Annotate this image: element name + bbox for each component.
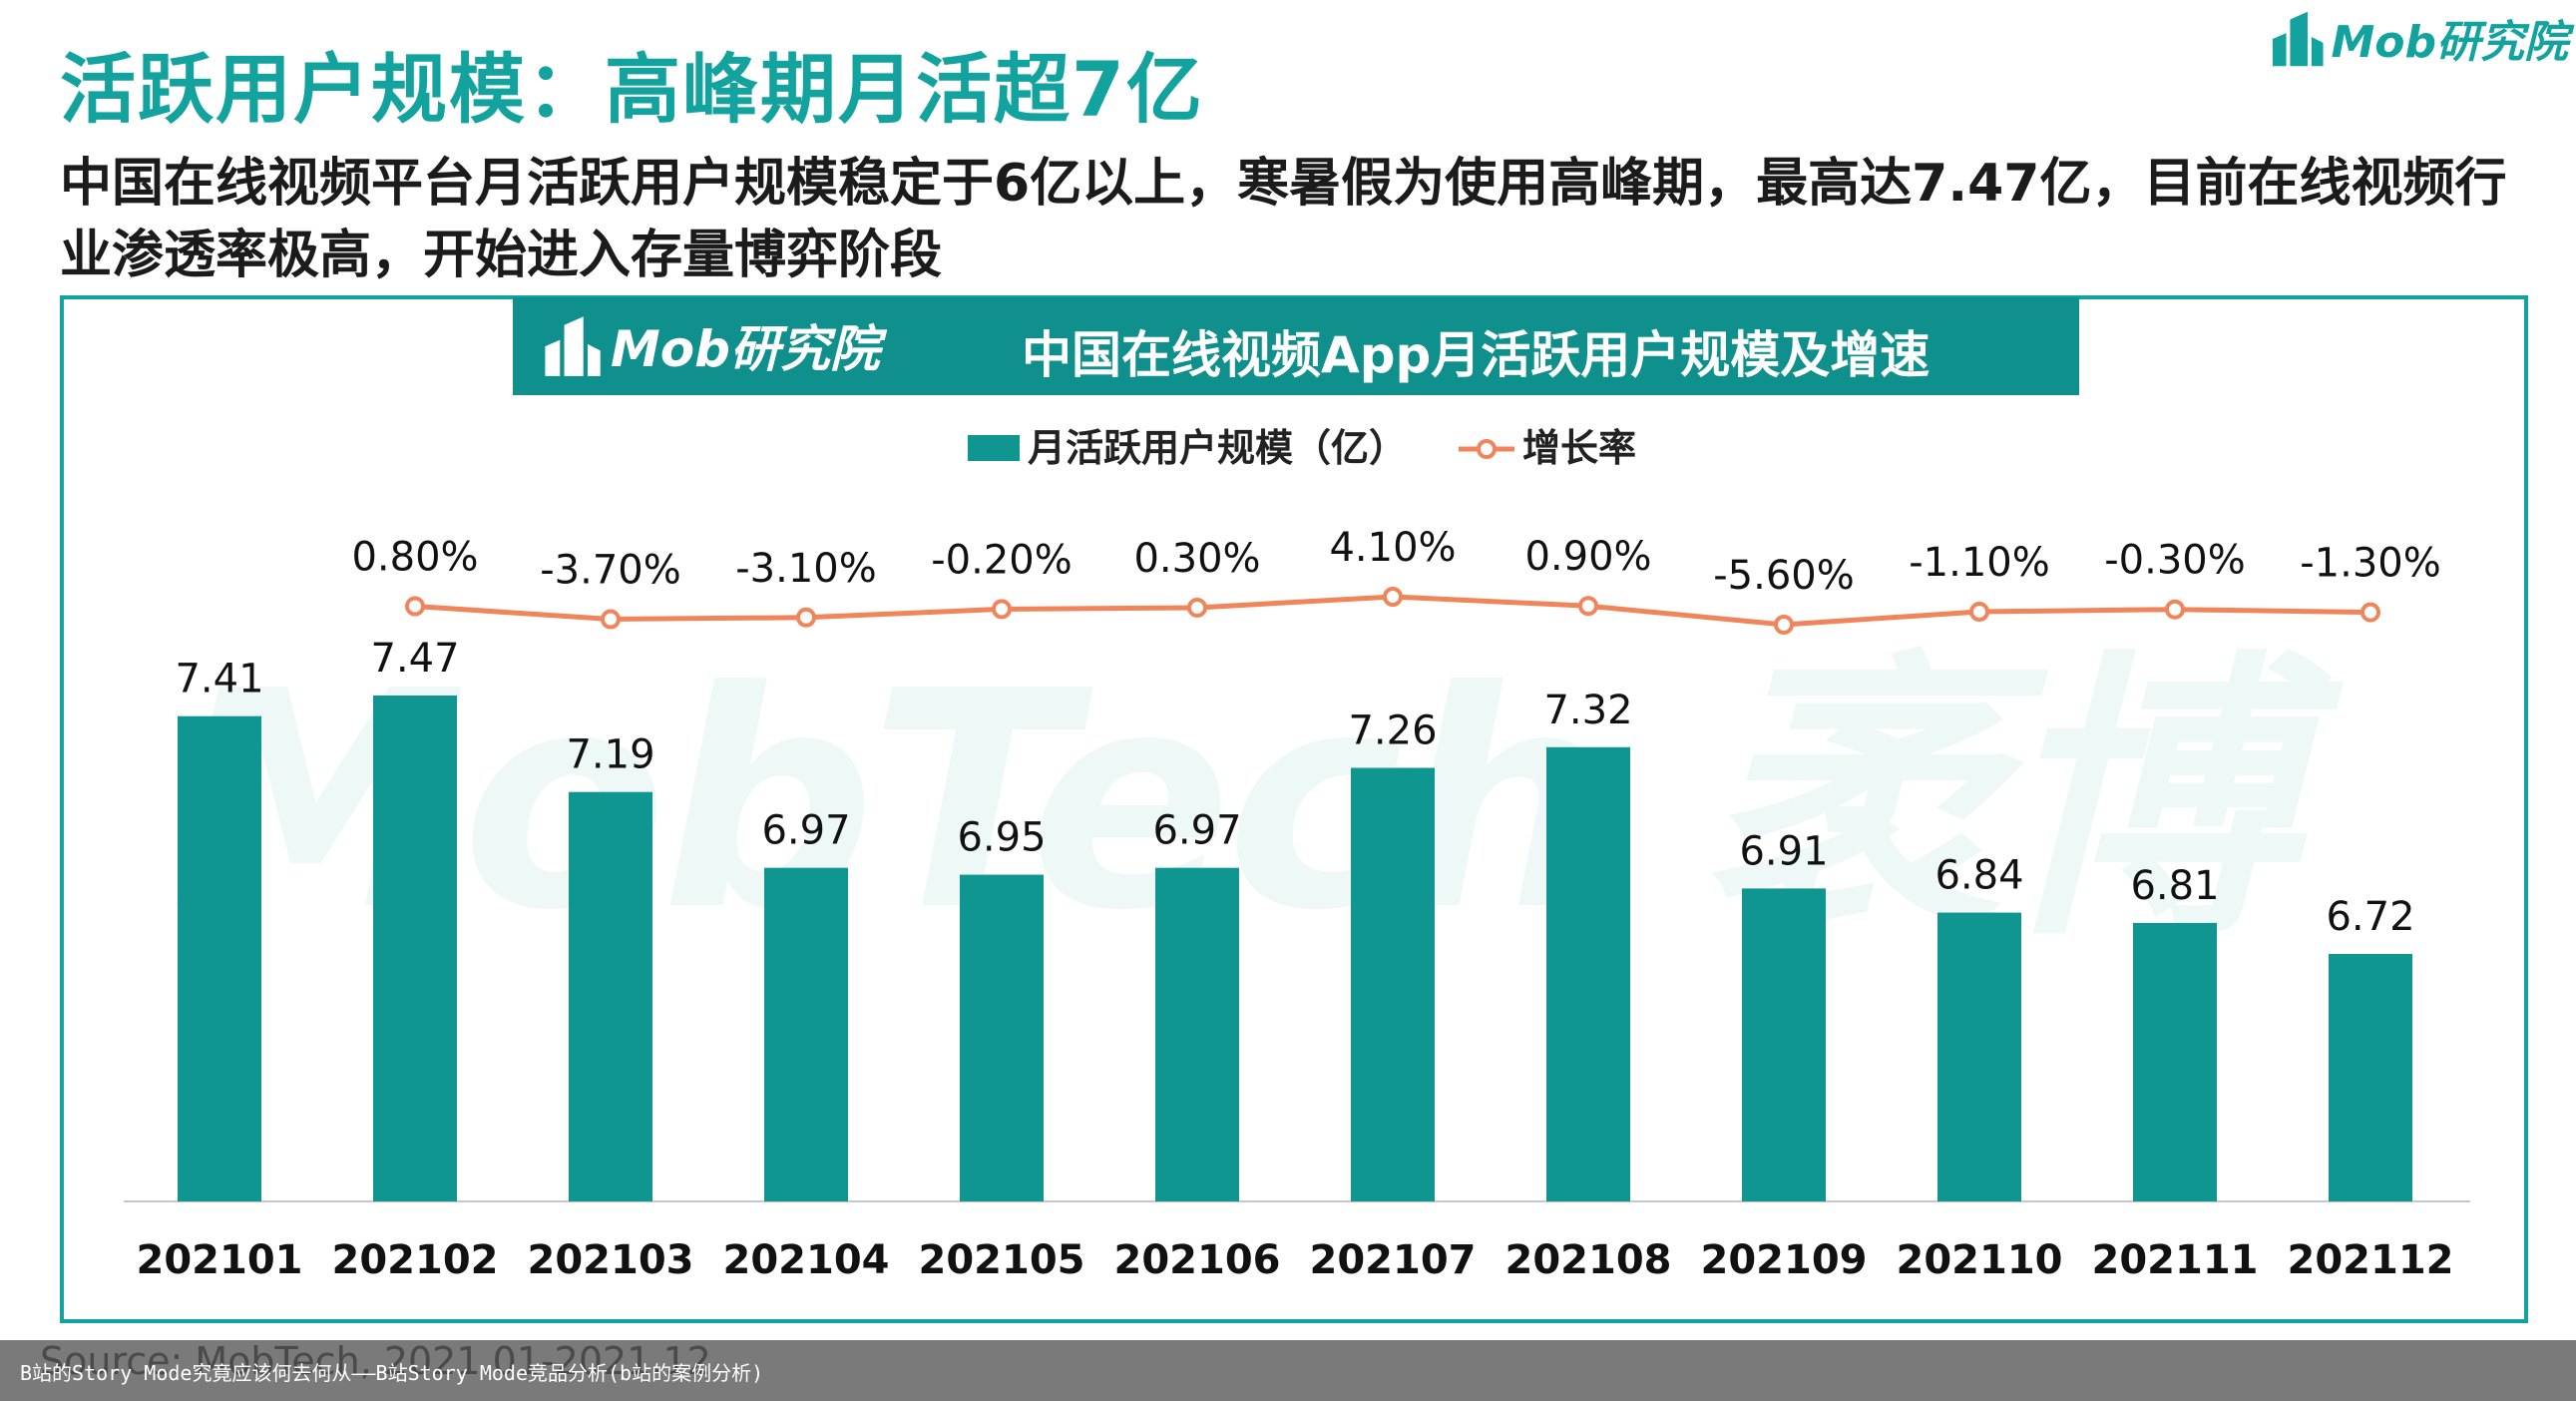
growth-rate-label: 0.30% [1133, 536, 1260, 582]
legend-line-marker [1477, 439, 1497, 459]
x-tick-label: 202109 [1701, 1237, 1868, 1283]
legend-line-label: 增长率 [1522, 426, 1636, 470]
bar-value-label: 7.19 [566, 732, 654, 778]
bar-value-label: 6.81 [2130, 863, 2219, 909]
x-tick-label: 202104 [723, 1237, 890, 1283]
growth-rate-label: 0.90% [1524, 534, 1651, 580]
bar-value-label: 7.47 [370, 636, 459, 682]
banner-logo: Mob研究院 [541, 309, 880, 381]
growth-rate-point [2165, 599, 2185, 620]
bar-202107 [1351, 767, 1435, 1201]
growth-rate-label: 0.80% [351, 535, 478, 581]
growth-rate-point [405, 596, 425, 617]
bar-202112 [2329, 954, 2412, 1201]
bar-202108 [1546, 746, 1630, 1201]
x-tick-label: 202105 [919, 1237, 1085, 1283]
source-note: Source: MobTech, 2021.01-2021.12 [40, 1339, 711, 1383]
growth-rate-label: -5.60% [1713, 553, 1855, 599]
x-tick-label: 202102 [332, 1237, 499, 1283]
legend-bar-label: 月活跃用户规模（亿） [1028, 426, 1407, 470]
growth-rate-label: -0.20% [931, 537, 1073, 583]
bar-value-label: 6.84 [1934, 853, 2023, 899]
bar-202102 [373, 696, 457, 1201]
x-tick-label: 202101 [137, 1237, 303, 1283]
growth-rate-label: -1.30% [2300, 541, 2441, 587]
growth-rate-point [992, 599, 1012, 620]
x-tick-label: 202108 [1505, 1237, 1672, 1283]
page-subtitle: 中国在线视频平台月活跃用户规模稳定于6亿以上，寒暑假为使用高峰期，最高达7.47… [60, 154, 2507, 285]
bar-value-label: 6.72 [2326, 894, 2414, 940]
bar-202105 [960, 874, 1044, 1201]
growth-rate-label: -0.30% [2104, 538, 2246, 584]
bar-value-label: 7.41 [175, 657, 263, 702]
x-tick-label: 202110 [1897, 1237, 2063, 1283]
bar-value-label: 7.32 [1543, 688, 1632, 733]
footer-caption: B站的Story Mode究竟应该何去何从——B站Story Mode竞品分析(… [20, 1361, 764, 1385]
brand-logo: Mob研究院 [2269, 2, 2568, 74]
growth-rate-point [601, 609, 621, 630]
banner-logo-text: Mob研究院 [611, 320, 880, 378]
growth-rate-point [2361, 602, 2380, 623]
bar-value-label: 6.97 [761, 808, 850, 854]
page-title: 活跃用户规模：高峰期月活超7亿 [60, 45, 1204, 134]
bar-202101 [178, 715, 261, 1201]
footer-bar [0, 1340, 2576, 1401]
bar-202111 [2133, 922, 2217, 1201]
growth-rate-point [1969, 602, 1989, 623]
growth-rate-label: -1.10% [1909, 540, 2050, 586]
growth-rate-point [1578, 596, 1598, 617]
bar-202104 [764, 867, 848, 1201]
building-logo-icon [545, 316, 601, 376]
bar-value-label: 6.95 [957, 815, 1046, 861]
bar-value-label: 6.91 [1739, 828, 1828, 874]
bar-202109 [1742, 888, 1826, 1201]
x-tick-label: 202107 [1310, 1237, 1477, 1283]
growth-rate-point [1187, 597, 1207, 618]
brand-logo-text: Mob研究院 [2331, 17, 2568, 68]
bar-202110 [1937, 912, 2021, 1201]
growth-rate-point [1774, 615, 1794, 635]
growth-rate-point [796, 607, 816, 628]
bar-202103 [569, 791, 652, 1201]
growth-rate-label: -3.70% [540, 548, 681, 594]
legend-bar-swatch [968, 435, 1020, 461]
bar-202106 [1155, 867, 1239, 1201]
x-tick-label: 202106 [1114, 1237, 1281, 1283]
growth-rate-label: -3.10% [735, 546, 877, 592]
chart-title-banner: Mob研究院 中国在线视频App月活跃用户规模及增速 [513, 297, 2079, 395]
chart-legend: 月活跃用户规模（亿） 增长率 [968, 426, 1636, 470]
growth-rate-label: 4.10% [1329, 525, 1456, 571]
growth-rate-point [1383, 587, 1403, 607]
x-tick-label: 202103 [528, 1237, 694, 1283]
bar-value-label: 6.97 [1152, 808, 1241, 854]
chart-title: 中国在线视频App月活跃用户规模及增速 [1022, 326, 1931, 384]
bar-value-label: 7.26 [1348, 708, 1437, 754]
x-tick-label: 202112 [2288, 1237, 2454, 1283]
x-tick-label: 202111 [2092, 1237, 2259, 1283]
building-logo-icon [2272, 11, 2324, 67]
